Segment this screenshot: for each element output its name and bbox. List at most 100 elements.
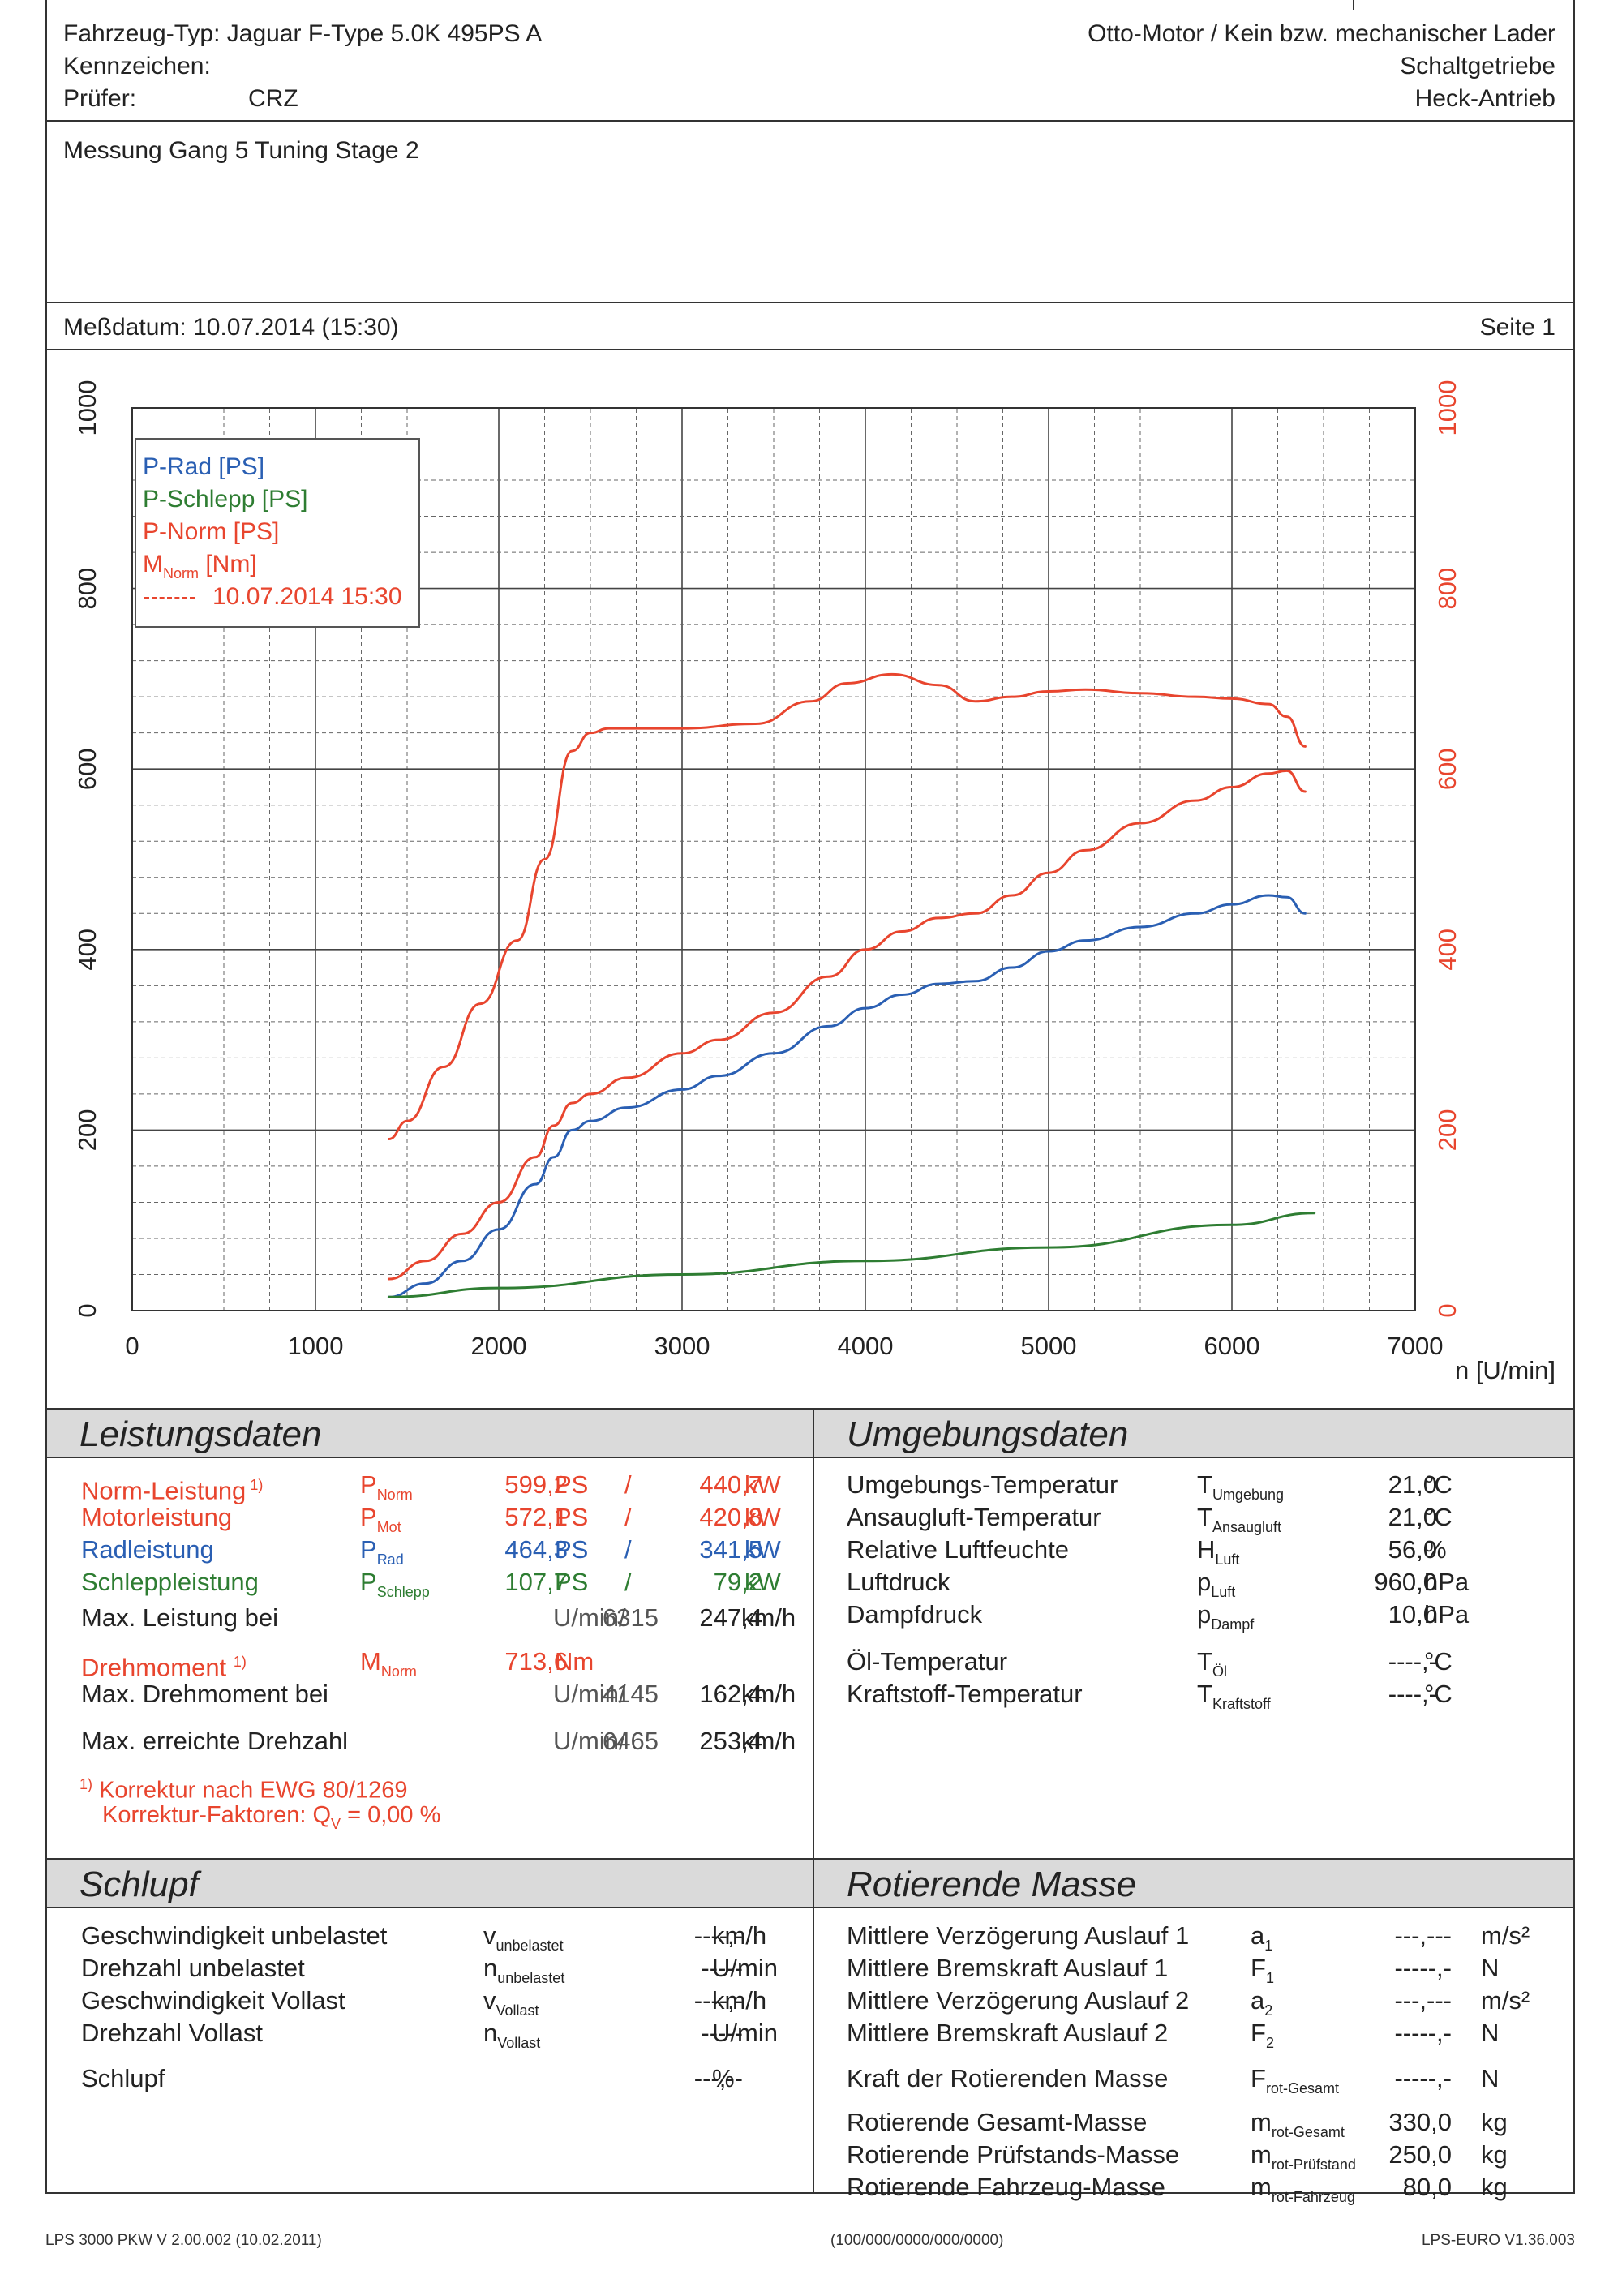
rotating-mass-value: -----,-	[1394, 2064, 1452, 2092]
rotating-mass-label: Mittlere Bremskraft Auslauf 1	[847, 1954, 1169, 1982]
rotating-mass-unit: N	[1481, 2064, 1500, 2092]
legend-p-schlepp: P-Schlepp [PS]	[143, 486, 308, 513]
power-value-kw: 341,5	[699, 1535, 762, 1564]
environment-value: 21,0	[1388, 1503, 1437, 1531]
chart-series	[387, 672, 1316, 1298]
legend-timestamp: 10.07.2014 15:30	[212, 583, 402, 610]
engine-type: Otto-Motor / Kein bzw. mechanischer Lade…	[1088, 20, 1555, 47]
max-rpm-value: 6465	[603, 1727, 659, 1755]
drive-type: Heck-Antrieb	[1414, 85, 1555, 112]
rotating-mass-value: 80,0	[1402, 2173, 1452, 2201]
power-value-ps: 599,2	[504, 1470, 568, 1499]
measurement-title: Messung Gang 5 Tuning Stage 2	[63, 137, 419, 164]
legend-p-rad: P-Rad [PS]	[143, 453, 265, 480]
header-divider-top	[1353, 0, 1354, 10]
power-unit-kw: kW	[744, 1535, 781, 1564]
footer-left: LPS 3000 PKW V 2.00.002 (10.02.2011)	[45, 2232, 322, 2249]
max-rpm-label: Max. erreichte Drehzahl	[81, 1727, 349, 1755]
x-tick-label: 1000	[288, 1332, 344, 1360]
measurement-divider	[47, 302, 1573, 303]
torque-unit: Nm	[555, 1647, 594, 1676]
slip-symbol: vunbelastet	[483, 1921, 564, 1954]
slip-unit: U/min	[712, 1954, 778, 1982]
slip-symbol: vVollast	[483, 1986, 539, 2019]
power-value-ps: 572,1	[504, 1503, 568, 1531]
y-left-tick-label: 0	[73, 1303, 101, 1317]
max-power-label: Max. Leistung bei	[81, 1603, 278, 1632]
power-value-ps: 464,3	[504, 1535, 568, 1564]
section-head-leistung: Leistungsdaten	[47, 1410, 813, 1457]
power-value-kw: 420,8	[699, 1503, 762, 1531]
power-unit-ps: PS	[555, 1503, 589, 1531]
environment-label: Luftdruck	[847, 1568, 950, 1596]
rotating-mass-label: Mittlere Bremskraft Auslauf 2	[847, 2019, 1169, 2047]
max-rpm-unit: U/min/	[553, 1727, 626, 1755]
rotating-mass-unit: m/s²	[1481, 1986, 1530, 2015]
max-torque-speed: 162,4	[699, 1680, 762, 1708]
torque-label-text: Drehmoment	[81, 1653, 227, 1682]
rotating-mass-symbol: mrot-Fahrzeug	[1251, 2173, 1355, 2205]
x-tick-label: 2000	[471, 1332, 527, 1360]
rotating-mass-value: -----,-	[1394, 2019, 1452, 2047]
y-left-tick-label: 200	[73, 1109, 101, 1152]
max-rpm-speed: 253,4	[699, 1727, 762, 1755]
power-value-ps: 107,7	[504, 1568, 568, 1596]
environment-unit: °C	[1424, 1470, 1453, 1499]
max-torque-speed-unit: km/h	[741, 1680, 796, 1708]
chart-legend: P-Rad [PS] P-Schlepp [PS] P-Norm [PS] MN…	[135, 438, 420, 628]
footnote-factors-b: = 0,00 %	[341, 1802, 441, 1828]
rotating-mass-symbol: F2	[1251, 2019, 1274, 2051]
max-power-rpm-unit: U/min/	[553, 1603, 626, 1632]
environment-unit: °C	[1424, 1680, 1453, 1708]
leistung-title: Leistungsdaten	[79, 1414, 322, 1454]
environment-label: Umgebungs-Temperatur	[847, 1470, 1118, 1499]
rotating-mass-value: 250,0	[1388, 2140, 1452, 2169]
rotating-mass-symbol: mrot-Gesamt	[1251, 2108, 1345, 2140]
power-separator: /	[624, 1535, 632, 1564]
footer-center: (100/000/0000/000/0000)	[830, 2232, 1004, 2249]
environment-symbol: pLuft	[1197, 1568, 1236, 1600]
legend-m-norm-sub: Norm	[163, 565, 199, 582]
environment-label: Relative Luftfeuchte	[847, 1535, 1070, 1564]
torque-symbol: MNorm	[360, 1646, 417, 1687]
environment-label: Öl-Temperatur	[847, 1647, 1008, 1676]
environment-symbol: TUmgebung	[1197, 1470, 1284, 1503]
power-value-kw: 440,7	[699, 1470, 762, 1499]
power-unit-kw: kW	[744, 1568, 781, 1596]
rotating-mass-unit: kg	[1481, 2108, 1508, 2136]
rotating-mass-symbol: Frot-Gesamt	[1251, 2064, 1339, 2096]
environment-symbol: TAnsaugluft	[1197, 1503, 1281, 1535]
footnote-factors-a: Korrektur-Faktoren: Q	[102, 1802, 332, 1828]
environment-value: 10,0	[1388, 1600, 1437, 1629]
power-label: Norm-Leistung 1)	[81, 1476, 264, 1505]
umgebung-title: Umgebungsdaten	[847, 1414, 1129, 1454]
environment-value: 960,0	[1374, 1568, 1437, 1596]
slip-value: ---,--	[693, 2064, 743, 2092]
rotating-mass-symbol: a1	[1251, 1921, 1273, 1954]
rotating-mass-symbol: mrot-Prüfstand	[1251, 2140, 1356, 2173]
power-unit-ps: PS	[555, 1470, 589, 1499]
table-top-line	[47, 1408, 1573, 1410]
rotating-mass-unit: m/s²	[1481, 1921, 1530, 1950]
legend-m-norm-unit: [Nm]	[199, 551, 257, 577]
slip-value: ----,-	[693, 1986, 743, 2015]
slip-label: Geschwindigkeit unbelastet	[81, 1921, 388, 1950]
slip-label: Drehzahl unbelastet	[81, 1954, 305, 1982]
rotating-mass-label: Rotierende Gesamt-Masse	[847, 2108, 1148, 2136]
environment-label: Dampfdruck	[847, 1600, 983, 1629]
schlupf-title: Schlupf	[79, 1865, 199, 1904]
rotating-mass-value: -----,-	[1394, 1954, 1452, 1982]
slip-label: Schlupf	[81, 2064, 165, 2092]
x-tick-label: 7000	[1388, 1332, 1444, 1360]
y-right-tick-label: 1000	[1433, 380, 1461, 436]
max-torque-rpm: 4145	[603, 1680, 659, 1708]
rotating-mass-unit: kg	[1481, 2173, 1508, 2201]
rotating-mass-symbol: a2	[1251, 1986, 1273, 2019]
tester-value: CRZ	[248, 85, 298, 112]
max-power-speed: 247,4	[699, 1603, 762, 1632]
p-schlepp-line	[387, 1212, 1316, 1298]
environment-unit: °C	[1424, 1647, 1453, 1676]
slip-unit: U/min	[712, 2019, 778, 2047]
